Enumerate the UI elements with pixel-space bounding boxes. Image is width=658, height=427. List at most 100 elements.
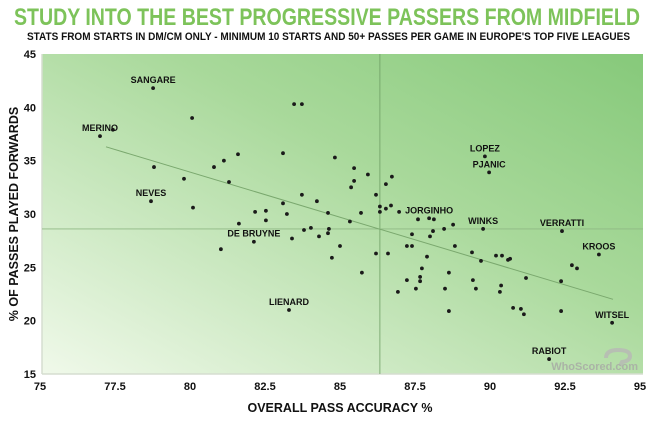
data-point[interactable] (500, 253, 504, 258)
data-point[interactable] (418, 279, 422, 284)
data-point[interactable] (443, 286, 447, 291)
data-point[interactable] (227, 180, 231, 184)
data-point[interactable] (416, 217, 420, 222)
data-point[interactable] (418, 275, 422, 279)
player-point-lopez[interactable] (483, 154, 487, 159)
data-point[interactable] (453, 244, 457, 248)
data-point[interactable] (338, 244, 342, 248)
player-point-verratti[interactable] (560, 229, 564, 233)
data-point[interactable] (474, 286, 478, 291)
data-point[interactable] (352, 166, 356, 171)
data-point[interactable] (292, 102, 296, 107)
data-point[interactable] (302, 228, 306, 232)
data-point[interactable] (575, 266, 579, 271)
data-point[interactable] (442, 227, 446, 231)
data-point[interactable] (479, 259, 483, 263)
data-point[interactable] (281, 151, 285, 156)
data-point[interactable] (327, 227, 331, 231)
data-point[interactable] (499, 283, 503, 288)
data-point[interactable] (326, 211, 330, 215)
data-point[interactable] (360, 270, 364, 275)
data-point[interactable] (432, 217, 436, 222)
data-point[interactable] (428, 234, 432, 239)
data-point[interactable] (414, 286, 418, 291)
data-point[interactable] (374, 251, 378, 256)
data-point[interactable] (384, 182, 388, 187)
data-point[interactable] (451, 222, 455, 227)
data-point[interactable] (570, 263, 574, 268)
data-point[interactable] (333, 155, 337, 160)
data-point[interactable] (519, 307, 523, 311)
data-point[interactable] (524, 276, 528, 280)
data-point[interactable] (431, 229, 435, 233)
data-point[interactable] (366, 172, 370, 177)
data-point[interactable] (264, 218, 268, 223)
data-point[interactable] (290, 236, 294, 241)
data-point[interactable] (396, 289, 400, 294)
data-point[interactable] (508, 256, 512, 261)
data-point[interactable] (315, 199, 319, 204)
data-point[interactable] (397, 209, 401, 214)
player-point-winks[interactable] (481, 227, 485, 231)
player-point-kroos[interactable] (597, 252, 601, 257)
data-point[interactable] (470, 250, 474, 255)
data-point[interactable] (352, 179, 356, 183)
data-point[interactable] (384, 206, 388, 211)
data-point[interactable] (300, 192, 304, 197)
data-point[interactable] (559, 309, 563, 313)
data-point[interactable] (378, 209, 382, 214)
player-point-merino[interactable] (98, 134, 102, 139)
player-point-sangare[interactable] (151, 86, 156, 91)
data-point[interactable] (386, 251, 390, 256)
data-point[interactable] (309, 225, 313, 230)
data-point[interactable] (405, 278, 409, 283)
data-point[interactable] (348, 219, 352, 224)
player-point-witsel[interactable] (610, 320, 614, 325)
data-point[interactable] (349, 185, 353, 190)
data-point[interactable] (236, 152, 240, 157)
player-point-lienard[interactable] (287, 308, 291, 312)
data-point[interactable] (389, 203, 393, 208)
chart-subtitle: STATS FROM STARTS IN DM/CM ONLY - MINIMU… (27, 31, 630, 43)
data-point[interactable] (511, 305, 515, 310)
data-point[interactable] (237, 221, 241, 226)
data-point[interactable] (152, 165, 156, 169)
data-point[interactable] (111, 127, 115, 132)
data-point[interactable] (494, 253, 498, 258)
data-point[interactable] (559, 279, 563, 284)
data-point[interactable] (182, 176, 186, 181)
data-point[interactable] (471, 278, 475, 283)
data-point[interactable] (281, 201, 285, 206)
data-point[interactable] (212, 165, 216, 169)
data-point[interactable] (425, 254, 429, 259)
player-point-jorginho[interactable] (427, 216, 431, 221)
data-point[interactable] (300, 102, 304, 107)
data-point[interactable] (405, 244, 409, 248)
data-point[interactable] (447, 270, 451, 275)
data-point[interactable] (359, 211, 363, 215)
y-tick-label: 30 (24, 209, 36, 221)
data-point[interactable] (447, 309, 451, 313)
player-point-rabiot[interactable] (547, 357, 551, 361)
data-point[interactable] (222, 158, 226, 163)
data-point[interactable] (317, 234, 321, 239)
data-point[interactable] (264, 208, 268, 213)
data-point[interactable] (326, 231, 330, 236)
data-point[interactable] (410, 244, 414, 248)
player-point-neves[interactable] (149, 199, 153, 204)
data-point[interactable] (285, 212, 289, 216)
data-point[interactable] (498, 289, 502, 294)
data-point[interactable] (378, 204, 382, 209)
data-point[interactable] (374, 192, 378, 197)
data-point[interactable] (253, 209, 257, 214)
player-point-de-bruyne[interactable] (252, 239, 256, 244)
data-point[interactable] (330, 255, 334, 260)
data-point[interactable] (522, 312, 526, 317)
data-point[interactable] (190, 116, 195, 120)
data-point[interactable] (420, 266, 424, 271)
data-point[interactable] (410, 232, 414, 237)
data-point[interactable] (191, 205, 195, 210)
player-point-pjanic[interactable] (487, 170, 491, 175)
data-point[interactable] (390, 174, 394, 179)
data-point[interactable] (219, 247, 223, 252)
